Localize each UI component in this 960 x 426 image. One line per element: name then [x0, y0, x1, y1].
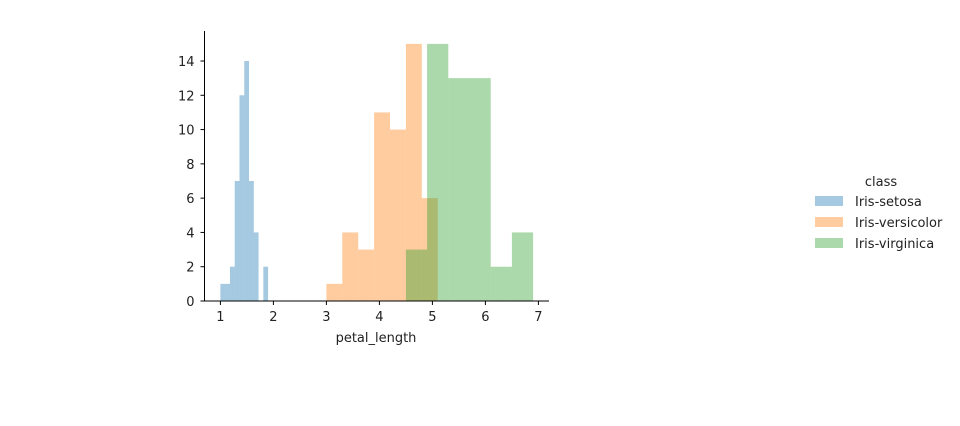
bar-iris-virginica-5: [511, 232, 534, 301]
y-tick-label: 6: [186, 192, 194, 207]
legend-label-iris-virginica: Iris-virginica: [855, 237, 934, 252]
legend-swatch-iris-setosa: [815, 196, 843, 206]
legend-swatch-iris-virginica: [815, 238, 843, 248]
x-tick-label: 1: [216, 310, 224, 325]
bar-iris-setosa-4: [239, 95, 245, 302]
bar-iris-setosa-7: [253, 232, 259, 301]
legend-title: class: [865, 175, 897, 190]
bar-iris-virginica-2: [448, 78, 470, 302]
x-tick-label: 4: [375, 310, 383, 325]
bar-iris-versicolor-6: [421, 198, 438, 301]
axes-layer: [204, 31, 549, 302]
bar-iris-versicolor-3: [374, 112, 390, 301]
y-tick-label: 2: [186, 261, 194, 276]
y-tick-label: 10: [178, 124, 195, 139]
bar-iris-setosa-6: [249, 181, 254, 301]
x-tick-label: 3: [322, 310, 330, 325]
legend-swatch-iris-versicolor: [815, 217, 843, 227]
legend-label-iris-setosa: Iris-setosa: [855, 195, 922, 210]
bar-iris-virginica-3: [469, 78, 491, 302]
bar-iris-setosa-3: [234, 181, 240, 301]
bar-iris-setosa-5: [244, 61, 250, 301]
bar-iris-setosa-9: [263, 266, 269, 301]
x-axis-label: petal_length: [336, 331, 417, 346]
y-tick-label: 4: [186, 226, 194, 241]
x-tick-label: 7: [534, 310, 542, 325]
bar-iris-virginica-0: [405, 249, 428, 301]
y-tick-label: 8: [186, 158, 194, 173]
x-tick-label: 2: [269, 310, 277, 325]
bars-layer: [220, 43, 534, 302]
bar-iris-versicolor-5: [405, 43, 422, 301]
bar-iris-setosa-2: [229, 266, 235, 301]
bar-iris-versicolor-0: [326, 283, 343, 301]
x-tick-label: 5: [428, 310, 436, 325]
bar-iris-versicolor-4: [390, 129, 406, 301]
bar-iris-versicolor-2: [358, 249, 375, 301]
bar-iris-virginica-1: [427, 43, 449, 301]
bar-iris-versicolor-1: [342, 232, 359, 301]
bar-iris-virginica-4: [490, 266, 512, 301]
y-tick-label: 12: [178, 89, 195, 104]
bar-iris-setosa-1: [225, 283, 230, 301]
y-tick-label: 14: [178, 55, 195, 70]
x-tick-label: 6: [481, 310, 489, 325]
bar-iris-setosa-0: [220, 283, 226, 301]
legend-label-iris-versicolor: Iris-versicolor: [855, 216, 943, 231]
y-tick-label: 0: [186, 295, 194, 310]
legend: class Iris-setosa Iris-versicolor Iris-vir…: [815, 175, 943, 252]
